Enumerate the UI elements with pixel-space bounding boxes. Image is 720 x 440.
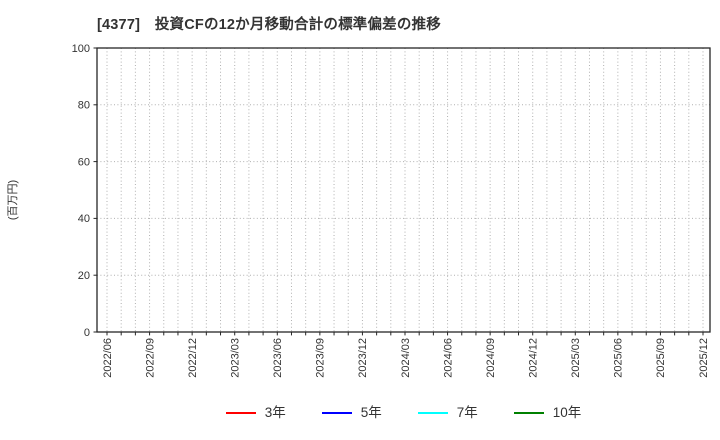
legend-item-5y: 5年	[321, 403, 382, 423]
x-tick-label: 2022/06	[102, 338, 114, 378]
x-tick-label: 2022/12	[187, 338, 199, 378]
legend-line-swatch-5y	[321, 411, 352, 415]
x-tick-label: 2025/09	[655, 338, 667, 378]
x-tick-label: 2023/09	[315, 338, 327, 378]
y-tick-label: 40	[78, 213, 90, 225]
y-tick-label: 0	[84, 327, 90, 339]
legend: 3年 5年 7年 10年	[97, 403, 710, 423]
chart-title: [4377] 投資CFの12か月移動合計の標準偏差の推移	[97, 17, 441, 33]
legend-line-swatch-10y	[513, 411, 544, 415]
x-tick-label: 2025/06	[613, 338, 625, 378]
x-tick-label: 2024/06	[442, 338, 454, 378]
x-tick-label: 2025/03	[570, 338, 582, 378]
y-tick-label: 80	[78, 100, 90, 112]
x-tick-label: 2025/12	[698, 338, 710, 378]
legend-item-7y: 7年	[417, 403, 478, 423]
x-tick-label: 2024/12	[528, 338, 540, 378]
y-tick-label: 100	[72, 43, 90, 55]
y-axis-title: (百万円)	[7, 180, 19, 220]
legend-item-10y: 10年	[513, 403, 582, 423]
x-tick-label: 2023/03	[230, 338, 242, 378]
x-tick-label: 2024/09	[485, 338, 497, 378]
legend-label-10y: 10年	[552, 405, 582, 420]
legend-label-5y: 5年	[360, 405, 382, 420]
legend-line-swatch-7y	[417, 411, 448, 415]
x-tick-label: 2023/06	[272, 338, 284, 378]
x-tick-label: 2022/09	[144, 338, 156, 378]
legend-label-3y: 3年	[264, 405, 286, 420]
legend-line-swatch-3y	[225, 411, 256, 415]
plot-border	[96, 47, 711, 333]
legend-item-3y: 3年	[225, 403, 286, 423]
y-tick-label: 60	[78, 156, 90, 168]
legend-label-7y: 7年	[456, 405, 478, 420]
x-tick-label: 2024/03	[400, 338, 412, 378]
x-tick-label: 2023/12	[357, 338, 369, 378]
y-tick-label: 20	[78, 270, 90, 282]
